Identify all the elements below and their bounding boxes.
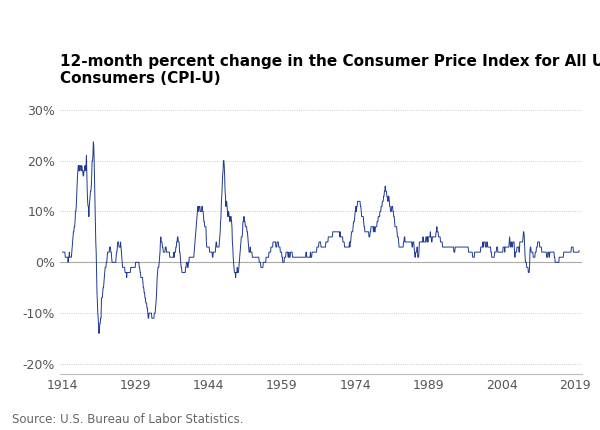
Text: Source: U.S. Bureau of Labor Statistics.: Source: U.S. Bureau of Labor Statistics. [12, 413, 244, 426]
Text: 12-month percent change in the Consumer Price Index for All Urban
Consumers (CPI: 12-month percent change in the Consumer … [60, 54, 600, 86]
